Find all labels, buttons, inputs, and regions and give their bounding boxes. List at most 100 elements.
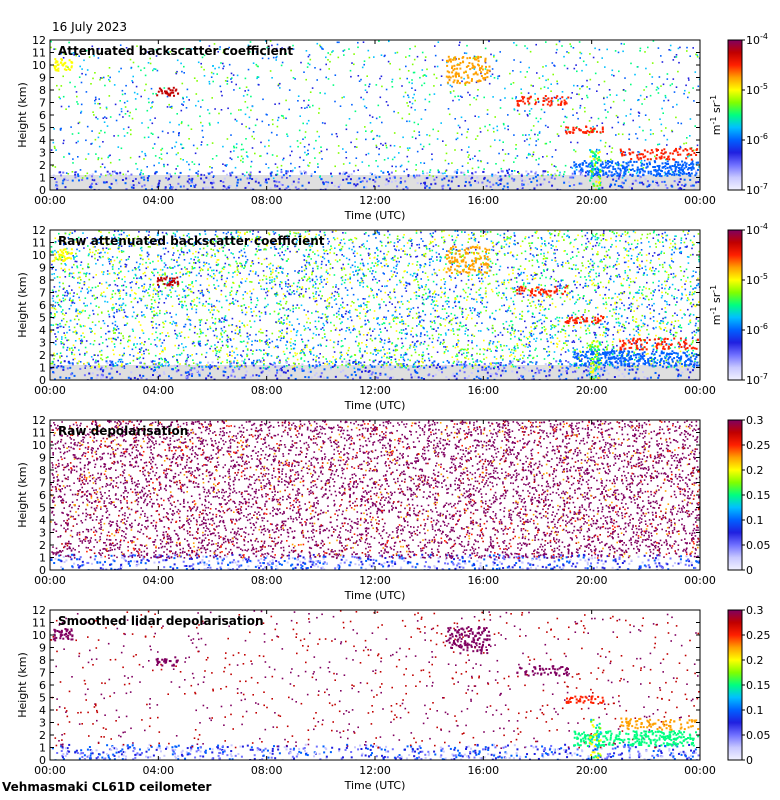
y-tick-label: 2 <box>39 349 46 362</box>
x-tick-label: 16:00 <box>467 194 499 207</box>
colorbar <box>727 609 743 761</box>
y-tick-label: 6 <box>39 679 46 692</box>
heatmap-field <box>50 40 700 190</box>
y-tick-label: 12 <box>32 414 46 427</box>
y-tick-label: 7 <box>39 477 46 490</box>
colorbar-tick-label: 0.25 <box>746 629 771 642</box>
x-tick-label: 12:00 <box>359 384 391 397</box>
x-tick-label: 00:00 <box>34 384 66 397</box>
y-tick-label: 11 <box>32 237 46 250</box>
x-tick-label: 20:00 <box>576 574 608 587</box>
colorbar-tick-label: 10-4 <box>746 222 768 237</box>
heatmap-field <box>50 420 700 570</box>
x-tick-label: 00:00 <box>684 764 716 777</box>
colorbar-tick-label: 0.15 <box>746 489 771 502</box>
x-tick-label: 20:00 <box>576 194 608 207</box>
y-tick-label: 4 <box>39 704 46 717</box>
x-tick-label: 04:00 <box>142 384 174 397</box>
x-tick-label: 12:00 <box>359 764 391 777</box>
y-tick-label: 6 <box>39 109 46 122</box>
colorbar <box>727 229 743 381</box>
y-tick-label: 0 <box>39 564 46 577</box>
y-tick-label: 2 <box>39 539 46 552</box>
colorbar-tick-label: 0.2 <box>746 464 764 477</box>
y-tick-label: 3 <box>39 337 46 350</box>
heatmap-field <box>50 230 700 380</box>
colorbar-tick-label: 0.1 <box>746 514 764 527</box>
x-tick-label: 00:00 <box>684 384 716 397</box>
y-tick-label: 10 <box>32 629 46 642</box>
x-tick-label: 04:00 <box>142 574 174 587</box>
y-tick-label: 6 <box>39 299 46 312</box>
y-tick-label: 5 <box>39 692 46 705</box>
x-axis-label: Time (UTC) <box>344 589 406 602</box>
y-tick-label: 11 <box>32 47 46 60</box>
y-tick-label: 10 <box>32 59 46 72</box>
colorbar-tick-label: 10-5 <box>746 272 768 287</box>
y-tick-label: 9 <box>39 642 46 655</box>
colorbar-tick-label: 0.3 <box>746 604 764 617</box>
colorbar <box>727 39 743 191</box>
x-tick-label: 08:00 <box>251 764 283 777</box>
colorbar-tick-label: 0.05 <box>746 539 771 552</box>
y-tick-label: 11 <box>32 427 46 440</box>
x-tick-label: 00:00 <box>684 194 716 207</box>
y-axis-label: Height (km) <box>16 462 29 528</box>
colorbar-tick-label: 10-7 <box>746 182 768 197</box>
colorbar-tick-label: 0.15 <box>746 679 771 692</box>
panel-title: Raw attenuated backscatter coefficient <box>58 234 325 248</box>
y-tick-label: 3 <box>39 717 46 730</box>
x-axis-label: Time (UTC) <box>344 209 406 222</box>
y-tick-label: 2 <box>39 159 46 172</box>
colorbar-tick-label: 0.2 <box>746 654 764 667</box>
colorbar-tick-label: 10-4 <box>746 32 768 47</box>
colorbar <box>727 419 743 571</box>
y-tick-label: 3 <box>39 527 46 540</box>
x-tick-label: 16:00 <box>467 384 499 397</box>
colorbar-tick-label: 0.05 <box>746 729 771 742</box>
y-axis-label: Height (km) <box>16 652 29 718</box>
y-tick-label: 12 <box>32 224 46 237</box>
y-tick-label: 0 <box>39 754 46 767</box>
y-tick-label: 1 <box>39 172 46 185</box>
y-tick-label: 11 <box>32 617 46 630</box>
x-tick-label: 08:00 <box>251 194 283 207</box>
x-tick-label: 04:00 <box>142 194 174 207</box>
heatmap-field <box>50 610 700 760</box>
x-tick-label: 12:00 <box>359 194 391 207</box>
panel-title: Attenuated backscatter coefficient <box>58 44 293 58</box>
y-tick-label: 12 <box>32 604 46 617</box>
x-tick-label: 16:00 <box>467 764 499 777</box>
station-name: Vehmasmaki CL61D ceilometer <box>2 780 212 794</box>
colorbar-tick-label: 0.1 <box>746 704 764 717</box>
colorbar-tick-label: 0 <box>746 754 753 767</box>
y-tick-label: 3 <box>39 147 46 160</box>
y-tick-label: 1 <box>39 742 46 755</box>
y-tick-label: 5 <box>39 502 46 515</box>
x-axis-label: Time (UTC) <box>344 779 406 792</box>
x-tick-label: 08:00 <box>251 574 283 587</box>
x-tick-label: 04:00 <box>142 764 174 777</box>
y-tick-label: 1 <box>39 552 46 565</box>
y-tick-label: 9 <box>39 72 46 85</box>
panel-title: Raw depolarisation <box>58 424 188 438</box>
colorbar-tick-label: 10-7 <box>746 372 768 387</box>
y-tick-label: 7 <box>39 667 46 680</box>
y-axis-label: Height (km) <box>16 82 29 148</box>
x-tick-label: 00:00 <box>684 574 716 587</box>
y-tick-label: 7 <box>39 287 46 300</box>
y-tick-label: 8 <box>39 274 46 287</box>
y-axis-label: Height (km) <box>16 272 29 338</box>
x-tick-label: 16:00 <box>467 574 499 587</box>
colorbar-tick-label: 0.3 <box>746 414 764 427</box>
colorbar-tick-label: 0.25 <box>746 439 771 452</box>
y-tick-label: 10 <box>32 249 46 262</box>
y-tick-label: 4 <box>39 134 46 147</box>
colorbar-unit: m-1 sr-1 <box>709 95 723 135</box>
x-axis-label: Time (UTC) <box>344 399 406 412</box>
y-tick-label: 6 <box>39 489 46 502</box>
